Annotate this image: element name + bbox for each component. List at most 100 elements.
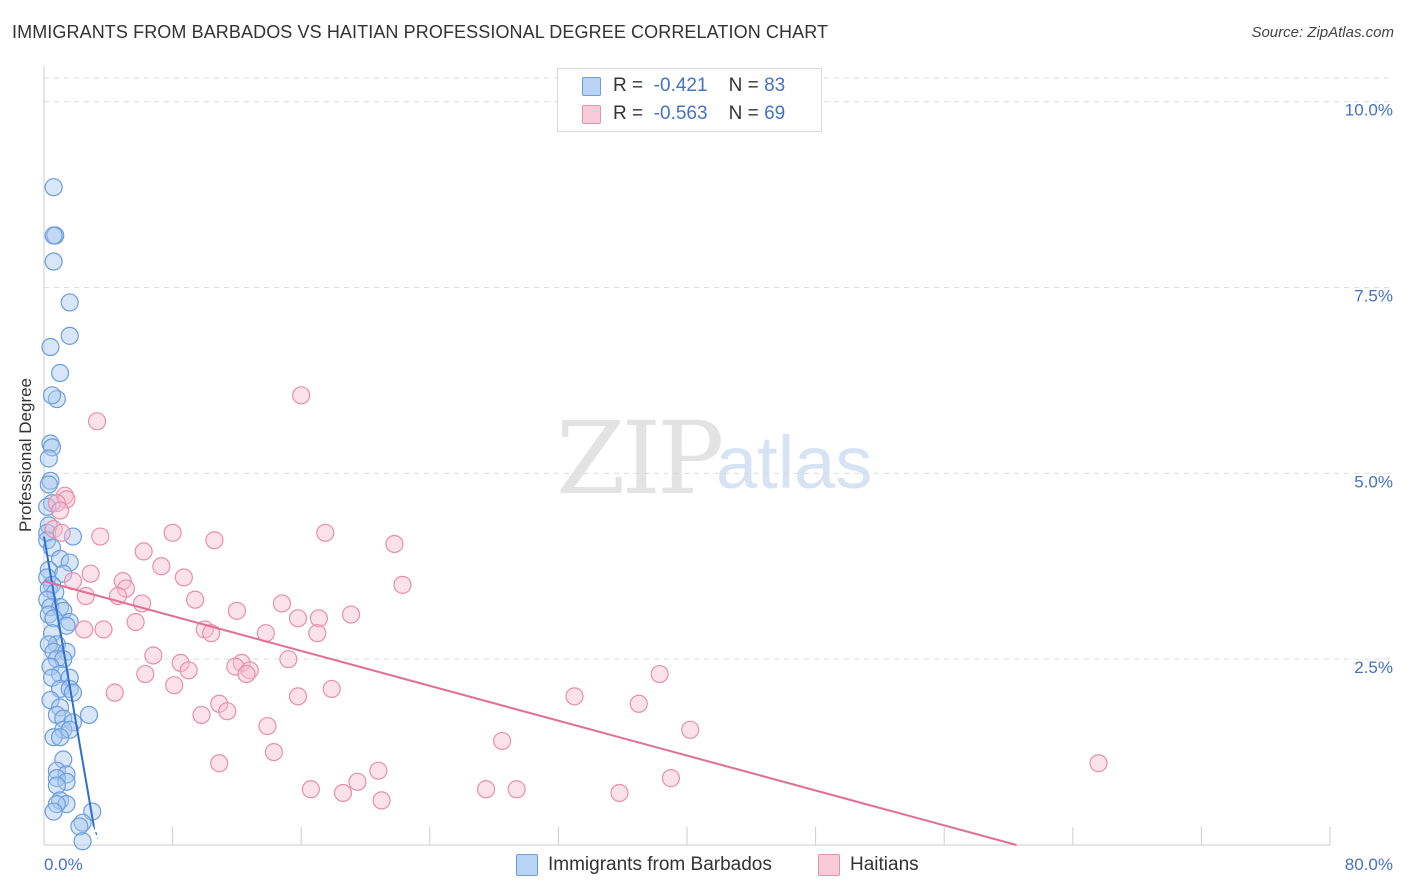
legend-r-value-haitians: -0.563 (653, 103, 708, 124)
x-tick-label-min: 0.0% (44, 855, 83, 874)
watermark-zip: ZIP (556, 400, 724, 517)
point-haitians (186, 590, 205, 609)
point-haitians (372, 791, 391, 810)
point-haitians (292, 386, 311, 405)
point-haitians (288, 687, 308, 706)
point-haitians (52, 523, 71, 542)
point-haitians (81, 564, 100, 583)
point-haitians (369, 761, 388, 780)
y-tick-label: 7.5% (1354, 287, 1393, 306)
axes (43, 66, 1331, 846)
point-barbados (73, 832, 92, 851)
point-barbados (54, 601, 73, 620)
point-haitians (476, 780, 496, 799)
legend-row-haitians: R = -0.563 N = 69 (582, 100, 785, 128)
legend-n-value-haitians: 69 (764, 103, 786, 124)
legend-n-value-barbados: 83 (764, 75, 786, 96)
legend-r-label: R = (613, 103, 644, 124)
point-barbados (44, 178, 63, 197)
point-haitians (1089, 754, 1108, 773)
point-haitians (288, 609, 308, 628)
point-barbados (42, 438, 62, 457)
point-haitians (279, 650, 298, 669)
point-barbados (50, 363, 70, 383)
legend-n-label: N = (728, 103, 759, 124)
y-tick-label: 2.5% (1354, 658, 1393, 677)
point-haitians (385, 534, 404, 554)
point-haitians (393, 575, 412, 594)
point-barbados (50, 728, 70, 747)
point-haitians (610, 783, 629, 803)
point-haitians (163, 523, 182, 542)
point-barbados (60, 326, 79, 345)
point-barbados (44, 728, 63, 747)
y-tick-label: 10.0% (1345, 101, 1393, 120)
point-haitians (272, 594, 292, 613)
legend-r-value-barbados: -0.421 (653, 75, 708, 96)
point-haitians (629, 694, 648, 713)
bottom-legend-swatch-pink (818, 854, 840, 876)
point-haitians (174, 568, 193, 587)
legend-swatch-pink (582, 104, 601, 124)
point-barbados (39, 449, 58, 468)
gridlines (44, 77, 1392, 660)
point-haitians (192, 705, 211, 725)
point-barbados (44, 252, 63, 271)
point-haitians (75, 620, 94, 639)
point-haitians (348, 772, 367, 791)
point-haitians (205, 531, 224, 550)
trend-line-barbados (43, 536, 95, 827)
legend-n-label: N = (728, 75, 759, 96)
correlation-legend: R = -0.421 N = 83 R = -0.563 N = 69 (557, 68, 822, 132)
point-haitians (237, 664, 256, 684)
point-barbados (44, 226, 63, 245)
trend-line-barbados-ext (93, 826, 99, 839)
bottom-legend-barbados: Immigrants from Barbados (516, 852, 772, 878)
point-haitians (309, 609, 328, 628)
point-haitians (264, 742, 283, 762)
bottom-legend-label-barbados: Immigrants from Barbados (548, 854, 772, 875)
point-barbados (54, 750, 73, 769)
point-barbados (57, 772, 76, 791)
point-barbados (42, 386, 62, 405)
point-haitians (136, 664, 155, 684)
point-haitians (333, 783, 353, 803)
point-haitians (218, 702, 237, 721)
legend-swatch-blue (582, 76, 601, 96)
point-haitians (493, 731, 512, 751)
legend-row-barbados: R = -0.421 N = 83 (582, 72, 785, 100)
point-haitians (565, 687, 584, 706)
series-haitians-points (44, 386, 1108, 810)
legend-r-label: R = (613, 75, 644, 96)
point-barbados (63, 683, 83, 702)
point-haitians (94, 620, 113, 639)
point-haitians (87, 412, 107, 431)
point-barbados (44, 802, 63, 821)
point-haitians (316, 523, 335, 542)
point-haitians (165, 676, 184, 695)
point-barbados (47, 776, 66, 795)
bottom-legend-haitians: Haitians (818, 852, 919, 878)
trend-lines (43, 536, 1017, 846)
point-barbados (60, 553, 79, 572)
point-haitians (57, 490, 76, 509)
point-haitians (650, 664, 669, 684)
watermark-atlas: atlas (716, 421, 873, 504)
point-barbados (79, 705, 99, 725)
point-haitians (152, 557, 171, 576)
point-haitians (105, 683, 124, 702)
source-label: Source: ZipAtlas.com (1251, 24, 1394, 41)
point-haitians (134, 542, 153, 561)
point-barbados (47, 769, 66, 788)
chart-title: IMMIGRANTS FROM BARBADOS VS HAITIAN PROF… (12, 22, 829, 42)
point-haitians (341, 605, 361, 624)
point-barbados (41, 337, 60, 357)
bottom-legend-label-haitians: Haitians (850, 854, 919, 875)
point-haitians (179, 661, 198, 680)
point-haitians (681, 720, 700, 739)
point-barbados (57, 616, 76, 635)
point-barbados (70, 817, 89, 836)
point-haitians (258, 716, 277, 736)
point-barbados (63, 527, 83, 546)
